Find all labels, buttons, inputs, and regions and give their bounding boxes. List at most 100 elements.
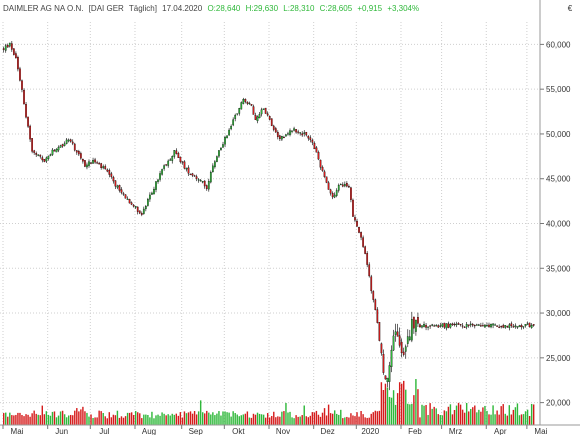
volume-bar <box>23 416 25 425</box>
chart-header: DAIMLER AG NA O.N. [DAI GER Täglich] 17.… <box>3 4 419 13</box>
volume-bar <box>301 415 303 425</box>
candle-body <box>268 115 271 120</box>
volume-bar <box>153 418 155 425</box>
candle-body <box>356 221 358 227</box>
candle-body <box>130 202 133 205</box>
candle-body <box>149 194 151 200</box>
candle-body <box>459 323 462 326</box>
candle-body <box>492 323 494 326</box>
candle-body <box>110 173 113 177</box>
candle-body <box>224 137 226 145</box>
candle-body <box>35 153 38 155</box>
header-change-pct: +3,304% <box>387 4 419 13</box>
volume-bar <box>453 409 456 425</box>
volume-bar <box>360 410 362 425</box>
volume-bar <box>210 414 212 425</box>
volume-bar <box>354 416 356 425</box>
volume-bar <box>244 413 247 425</box>
candle-body <box>203 180 206 187</box>
candle-body <box>390 349 393 368</box>
candle-body <box>323 171 326 177</box>
volume-bar <box>88 416 90 425</box>
x-tick-label: Jun <box>55 427 68 435</box>
candle-body <box>514 325 517 328</box>
candle-body <box>423 324 425 327</box>
volume-bar <box>3 413 5 425</box>
volume-bar <box>232 411 234 425</box>
candle-body <box>299 132 302 134</box>
candle-body <box>57 147 60 151</box>
candle-body <box>15 53 17 59</box>
volume-bar <box>336 413 338 425</box>
candle-body <box>179 156 182 163</box>
candle-body <box>116 185 119 188</box>
candle-body <box>346 183 348 187</box>
volume-bar <box>396 393 399 425</box>
candle-body <box>61 144 64 147</box>
candle-body <box>370 276 373 292</box>
volume-bar <box>313 412 316 425</box>
candle-body <box>71 141 74 144</box>
volume-bar <box>238 416 240 425</box>
candle-body <box>193 175 196 177</box>
candle-body <box>161 169 163 175</box>
volume-bar <box>277 416 279 425</box>
candle-body <box>167 160 170 166</box>
volume-bar <box>474 405 476 425</box>
x-tick-label: Nov <box>276 427 290 435</box>
candle-body <box>185 168 188 170</box>
candle-body <box>88 161 90 166</box>
candle-body <box>252 106 255 115</box>
volume-bar <box>291 417 293 425</box>
candle-body <box>506 325 509 328</box>
volume-bar <box>327 404 330 425</box>
volume-bar <box>342 418 344 425</box>
volume-bar <box>403 380 405 425</box>
candle-body <box>84 160 86 167</box>
candle-body <box>173 150 176 157</box>
x-tick-label: Sep <box>189 427 204 435</box>
volume-bar <box>356 412 358 425</box>
volume-bar <box>348 417 350 425</box>
candle-body <box>419 324 421 328</box>
volume-bar <box>413 395 415 425</box>
volume-bar <box>104 416 106 425</box>
volume-bar <box>122 417 125 425</box>
candle-body <box>366 253 369 265</box>
candle-body <box>477 324 480 326</box>
candle-body <box>429 325 431 327</box>
volume-bar <box>524 411 527 425</box>
candle-body <box>256 116 259 122</box>
candle-body <box>21 80 23 90</box>
volume-bar <box>197 411 200 425</box>
volume-bar <box>382 390 385 425</box>
candle-body <box>43 159 46 162</box>
volume-bar <box>118 417 121 425</box>
candle-body <box>461 325 464 327</box>
volume-bar <box>72 415 74 425</box>
x-tick-label: Mai <box>11 427 24 435</box>
y-tick-label: 35,000 <box>546 264 571 273</box>
candle-body <box>159 173 161 180</box>
volume-bar <box>299 416 301 425</box>
candle-body <box>47 155 50 159</box>
volume-bar <box>126 412 129 425</box>
candle-body <box>413 316 415 329</box>
candle-body <box>358 227 360 233</box>
candle-body <box>157 179 159 182</box>
volume-bar <box>465 402 468 425</box>
volume-bar <box>130 412 133 425</box>
volume-bar <box>281 411 283 425</box>
volume-bar <box>49 415 52 425</box>
candle-body <box>254 115 257 120</box>
candle-body <box>301 133 304 136</box>
volume-bar <box>151 411 153 425</box>
volume-bar <box>27 414 29 425</box>
volume-bar <box>532 404 535 425</box>
volume-bar <box>325 415 328 425</box>
candle-body <box>518 325 521 328</box>
volume-bar <box>516 403 519 425</box>
volume-bar <box>206 410 208 425</box>
candle-body <box>112 176 115 182</box>
